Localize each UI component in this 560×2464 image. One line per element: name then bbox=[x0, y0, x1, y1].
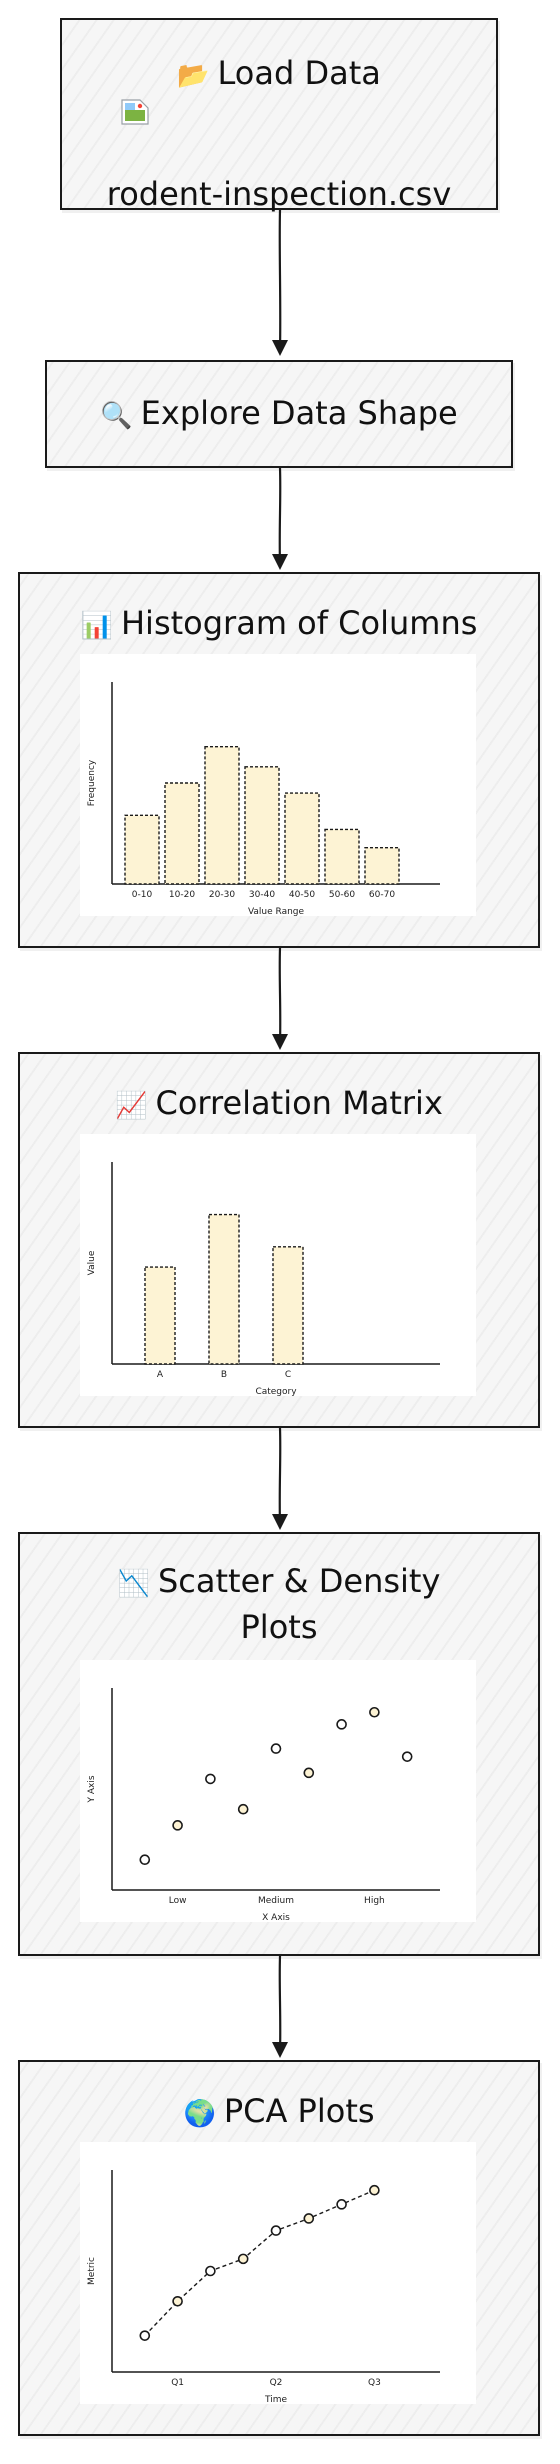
correlation-chart: Category Value A B C bbox=[80, 1134, 476, 1397]
explore-data-node[interactable]: 🔍 Explore Data Shape bbox=[45, 360, 513, 468]
data-point bbox=[205, 1773, 216, 1785]
x-tick-label: 60-70 bbox=[369, 890, 395, 900]
load-data-node[interactable]: 📂 Load Data rodent-inspection.csv bbox=[60, 18, 498, 213]
x-tick-label: Q3 bbox=[368, 2378, 381, 2388]
y-axis-label: Y Axis bbox=[87, 1775, 97, 1803]
bar bbox=[124, 814, 160, 885]
data-point bbox=[172, 1820, 183, 1831]
flow-arrow-4 bbox=[272, 1428, 288, 1530]
y-axis-label: Value bbox=[87, 1250, 97, 1275]
flow-arrow-3 bbox=[272, 948, 288, 1050]
x-tick-label: C bbox=[285, 1370, 291, 1380]
trend-up-icon: 📈 bbox=[115, 1091, 148, 1121]
flow-arrow-2 bbox=[272, 468, 288, 570]
x-axis-label: Category bbox=[255, 1387, 297, 1396]
data-point bbox=[270, 2225, 282, 2236]
broken-image-icon bbox=[121, 99, 149, 125]
x-axis-label: X Axis bbox=[262, 1913, 290, 1922]
data-point bbox=[336, 2199, 347, 2210]
correlation-title: 📈 Correlation Matrix bbox=[115, 1084, 443, 1122]
x-tick-label: 20-30 bbox=[209, 890, 235, 900]
scatter-chart-svg: X Axis Y Axis Low Medium High bbox=[87, 1688, 440, 1923]
data-point bbox=[401, 1751, 413, 1762]
x-tick-label: Medium bbox=[258, 1896, 294, 1906]
x-tick-label: 40-50 bbox=[289, 890, 315, 900]
y-axis-label: Metric bbox=[87, 2257, 97, 2285]
bar bbox=[144, 1266, 176, 1365]
flow-arrow-1 bbox=[272, 210, 288, 356]
bar bbox=[208, 1213, 240, 1365]
bar bbox=[364, 846, 400, 885]
x-tick-label: B bbox=[221, 1370, 227, 1380]
bar-chart-icon: 📊 bbox=[80, 611, 113, 641]
pca-chart: Time Metric Q1 Q2 Q3 bbox=[80, 2142, 476, 2405]
globe-icon: 🌍 bbox=[183, 2099, 216, 2129]
data-point bbox=[139, 1854, 151, 1865]
x-tick-label: 30-40 bbox=[249, 890, 275, 900]
bar bbox=[272, 1246, 304, 1365]
bar bbox=[284, 792, 320, 885]
bar bbox=[244, 766, 280, 885]
correlation-node[interactable]: 📈 Correlation Matrix Category Value A B C bbox=[18, 1052, 540, 1428]
data-point bbox=[303, 2213, 315, 2224]
data-point bbox=[336, 1719, 347, 1730]
x-axis-label: Value Range bbox=[248, 907, 305, 916]
file-name-label: rodent-inspection.csv bbox=[106, 175, 452, 213]
pca-chart-svg: Time Metric Q1 Q2 Q3 bbox=[87, 2170, 440, 2405]
data-point bbox=[205, 2265, 216, 2277]
x-tick-label: High bbox=[364, 1896, 385, 1906]
scatter-node[interactable]: 📉 Scatter & Density Plots X Axis Y Axis Low… bbox=[18, 1532, 540, 1956]
data-point bbox=[172, 2296, 183, 2307]
x-tick-label: Q2 bbox=[270, 2378, 283, 2388]
data-point bbox=[237, 1803, 249, 1815]
series-line bbox=[144, 2189, 375, 2337]
bar bbox=[204, 745, 240, 885]
x-tick-label: Q1 bbox=[171, 2378, 184, 2388]
pca-node[interactable]: 🌍 PCA Plots Time Metric Q1 Q2 Q3 bbox=[18, 2060, 540, 2436]
folder-icon: 📂 bbox=[177, 61, 210, 91]
histogram-chart-svg: Value Range Frequency 0-10 10-20 20-30 30-40 4… bbox=[87, 682, 440, 917]
histogram-chart: Value Range Frequency 0-10 10-20 20-30 30-40 4… bbox=[80, 654, 476, 917]
data-point bbox=[139, 2330, 151, 2341]
y-axis-label: Frequency bbox=[87, 759, 97, 806]
x-tick-label: 0-10 bbox=[132, 890, 153, 900]
trend-down-icon: 📉 bbox=[117, 1569, 150, 1599]
load-data-title: 📂 Load Data bbox=[177, 54, 381, 92]
x-tick-label: 50-60 bbox=[329, 890, 355, 900]
bar bbox=[324, 828, 360, 885]
data-point bbox=[303, 1767, 315, 1779]
x-tick-label: A bbox=[157, 1370, 164, 1380]
bar bbox=[164, 782, 200, 885]
scatter-title-line1: 📉 Scatter & Density bbox=[117, 1562, 441, 1600]
scatter-chart: X Axis Y Axis Low Medium High bbox=[80, 1660, 476, 1923]
magnifier-icon: 🔍 bbox=[100, 401, 133, 431]
pca-title: 🌍 PCA Plots bbox=[183, 2092, 375, 2130]
correlation-chart-svg: Category Value A B C bbox=[87, 1162, 440, 1397]
flow-arrow-5 bbox=[272, 1956, 288, 2058]
x-tick-label: Low bbox=[169, 1896, 187, 1906]
data-point bbox=[369, 2184, 380, 2196]
x-axis-label: Time bbox=[264, 2395, 287, 2404]
histogram-title: 📊 Histogram of Columns bbox=[80, 604, 478, 642]
data-point bbox=[237, 2253, 249, 2265]
histogram-node[interactable]: 📊 Histogram of Columns Value Range Frequen… bbox=[18, 572, 540, 948]
data-point bbox=[369, 1706, 380, 1718]
data-point bbox=[270, 1743, 282, 1754]
explore-data-title: 🔍 Explore Data Shape bbox=[100, 394, 458, 432]
scatter-title-line2: Plots bbox=[240, 1608, 318, 1646]
x-tick-label: 10-20 bbox=[169, 890, 195, 900]
